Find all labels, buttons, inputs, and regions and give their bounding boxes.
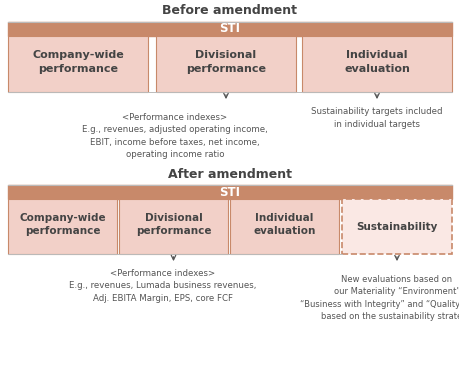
Bar bbox=[302, 36, 451, 92]
Text: Sustainability: Sustainability bbox=[356, 221, 437, 232]
Bar bbox=[341, 199, 451, 254]
Text: Before amendment: Before amendment bbox=[162, 4, 297, 18]
Text: STI: STI bbox=[219, 186, 240, 198]
Bar bbox=[119, 199, 228, 254]
Text: Company-wide
performance: Company-wide performance bbox=[19, 213, 106, 236]
Text: Sustainability targets included
in individual targets: Sustainability targets included in indiv… bbox=[311, 107, 442, 129]
Bar bbox=[230, 199, 338, 254]
Text: <Performance indexes>
E.g., revenues, Lumada business revenues,
Adj. EBITA Margi: <Performance indexes> E.g., revenues, Lu… bbox=[69, 269, 256, 303]
Text: Company-wide
performance: Company-wide performance bbox=[32, 51, 123, 74]
Text: STI: STI bbox=[219, 22, 240, 36]
Bar bbox=[8, 36, 148, 92]
Bar bbox=[8, 199, 117, 254]
Text: Individual
evaluation: Individual evaluation bbox=[343, 51, 409, 74]
Bar bbox=[8, 22, 451, 36]
Text: After amendment: After amendment bbox=[168, 168, 291, 182]
Text: Divisional
performance: Divisional performance bbox=[185, 51, 265, 74]
Text: <Performance indexes>
E.g., revenues, adjusted operating income,
EBIT, income be: <Performance indexes> E.g., revenues, ad… bbox=[82, 113, 267, 159]
Text: Divisional
performance: Divisional performance bbox=[135, 213, 211, 236]
Bar bbox=[8, 185, 451, 199]
Bar bbox=[156, 36, 295, 92]
Text: New evaluations based on
our Materiality “Environment”
“Business with Integrity”: New evaluations based on our Materiality… bbox=[300, 275, 459, 321]
Text: Individual
evaluation: Individual evaluation bbox=[253, 213, 315, 236]
